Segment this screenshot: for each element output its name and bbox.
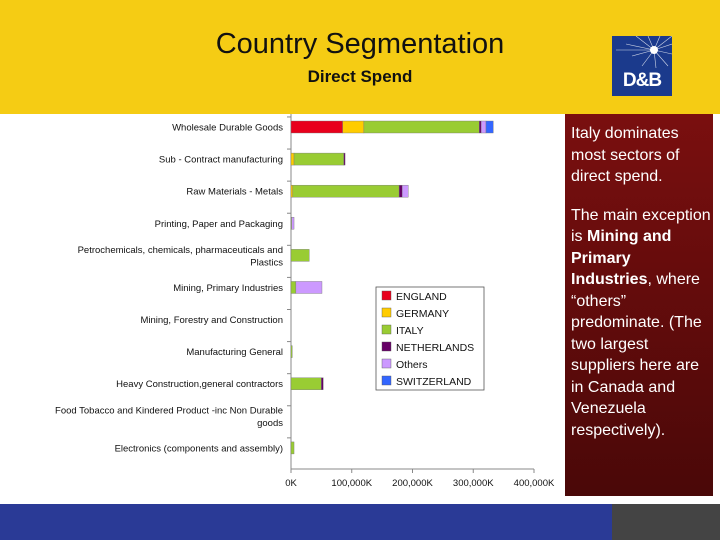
legend-label: NETHERLANDS [396, 342, 474, 354]
bar-segment [290, 249, 310, 262]
bar-segment [480, 120, 487, 134]
bar-segment [290, 345, 293, 358]
note-paragraph-1: Italy dominates most sectors of direct s… [571, 125, 680, 185]
bar-segment [290, 184, 294, 198]
bar-segment [485, 120, 494, 134]
bar-segment [295, 281, 323, 294]
legend-swatch [381, 375, 392, 386]
bar-segment [363, 120, 480, 134]
category-label-line: Mining, Forestry and Construction [140, 315, 283, 326]
bar-segment [291, 217, 295, 230]
bar-segment [342, 120, 365, 134]
bar-segment [293, 152, 345, 166]
bar-segment [290, 281, 297, 294]
bar-segment [290, 120, 343, 134]
category-label: Heavy Construction,general contractors [116, 379, 283, 390]
legend-label: GERMANY [396, 308, 449, 320]
legend-swatch [381, 341, 392, 352]
page-title: Country Segmentation [215, 28, 505, 60]
category-label: Sub - Contract manufacturing [159, 155, 283, 166]
logo-text: D&B [622, 70, 662, 91]
bar-segment [290, 441, 295, 455]
footer-corner [612, 504, 720, 540]
legend-label: Others [396, 359, 428, 371]
category-label: Manufacturing General [186, 347, 283, 358]
notes-panel: Italy dominates most sectors of direct s… [565, 114, 713, 496]
note-paragraph-2: The main exception is Mining and Primary… [571, 205, 713, 442]
category-label-line: goods [257, 418, 283, 429]
category-label-line: Raw Materials - Metals [186, 187, 283, 198]
category-label: Printing, Paper and Packaging [155, 219, 283, 230]
note-text-bold: Mining and Primary Industries [571, 228, 672, 288]
category-label-line: Printing, Paper and Packaging [155, 219, 283, 230]
category-label: Petrochemicals, chemicals, pharmaceutica… [78, 245, 284, 269]
note-text-start: The main exception is [571, 206, 711, 246]
dnb-logo: D&B [612, 36, 672, 96]
legend-box [375, 286, 485, 391]
x-tick-label: 300,000K [453, 478, 494, 489]
bar-chart: Wholesale Durable Goods Sub - Contract ma… [55, 114, 555, 489]
x-tick-label: 0K [285, 478, 297, 489]
bar-segment [398, 184, 403, 198]
legend-label: SWITZERLAND [396, 376, 472, 388]
category-label: Raw Materials - Metals [186, 187, 283, 198]
category-label-line: Food Tobacco and Kindered Product -inc N… [55, 405, 283, 416]
legend-swatch [381, 307, 392, 318]
bar-segment [343, 152, 346, 166]
category-label: Mining, Forestry and Construction [140, 315, 283, 326]
category-label: Mining, Primary Industries [173, 283, 283, 294]
category-label-line: Petrochemicals, chemicals, pharmaceutica… [78, 245, 283, 256]
category-label: Electronics (components and assembly) [115, 443, 283, 454]
footer-bar [0, 504, 612, 540]
x-tick-label: 100,000K [331, 478, 372, 489]
category-label: Food Tobacco and Kindered Product -inc N… [55, 405, 283, 429]
category-label-line: Heavy Construction,general contractors [116, 379, 283, 390]
legend-swatch [381, 290, 392, 301]
note-text-end: , where “others” predominate. (The two l… [571, 271, 702, 439]
bar-segment [290, 152, 295, 166]
x-tick-label: 400,000K [514, 478, 555, 489]
header-bar: Country Segmentation Direct Spend D&B [0, 0, 720, 114]
legend-label: ITALY [396, 325, 424, 337]
legend-swatch [381, 358, 392, 369]
category-label-line: Mining, Primary Industries [173, 283, 283, 294]
page-subtitle: Direct Spend [307, 67, 413, 86]
starburst-icon [616, 36, 672, 69]
category-label-line: Plastics [250, 257, 283, 268]
category-label-line: Wholesale Durable Goods [172, 123, 283, 134]
bar-segment [401, 184, 409, 198]
legend-label: ENGLAND [396, 291, 447, 303]
bar-segment [292, 184, 400, 198]
bar-segment [290, 377, 322, 390]
bar-segment [321, 377, 324, 390]
category-label-line: Manufacturing General [186, 347, 283, 358]
bar-segment [479, 120, 482, 134]
x-tick-label: 200,000K [392, 478, 433, 489]
category-label-line: Sub - Contract manufacturing [159, 155, 283, 166]
legend-swatch [381, 324, 392, 335]
category-label: Wholesale Durable Goods [172, 123, 283, 134]
category-label-line: Electronics (components and assembly) [115, 443, 283, 454]
